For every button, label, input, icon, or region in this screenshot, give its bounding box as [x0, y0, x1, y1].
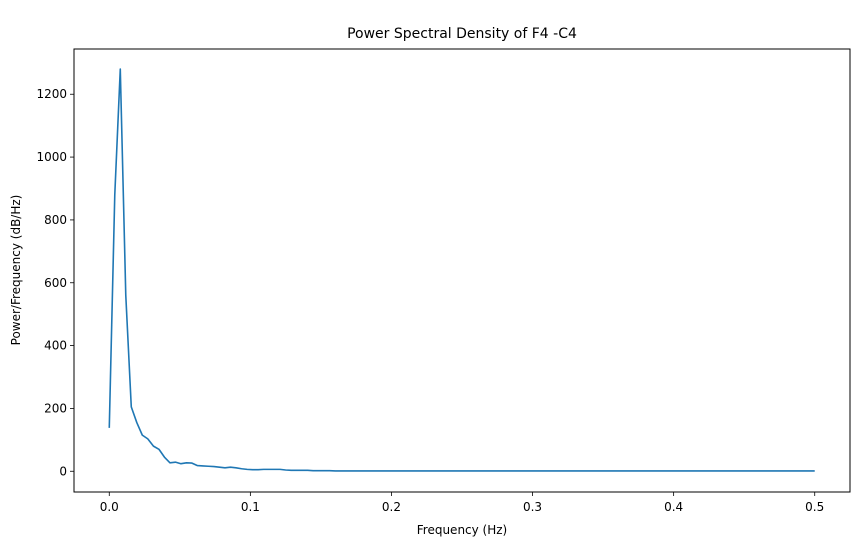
- y-tick-label: 800: [44, 213, 67, 227]
- plot-frame: [73, 48, 851, 493]
- psd-series-line: [108, 68, 815, 472]
- x-tick-label: 0.4: [664, 500, 683, 514]
- x-tick-label: 0.0: [100, 500, 119, 514]
- x-axis-ticks: 0.0 0.1 0.2 0.3 0.4 0.5: [100, 492, 824, 514]
- x-axis-label: Frequency (Hz): [417, 523, 508, 537]
- y-tick-label: 1200: [36, 87, 67, 101]
- x-tick-label: 0.3: [523, 500, 542, 514]
- y-tick-label: 600: [44, 276, 67, 290]
- y-tick-label: 200: [44, 401, 67, 415]
- x-tick-label: 0.2: [382, 500, 401, 514]
- plot-lines: [108, 68, 815, 472]
- x-tick-label: 0.5: [805, 500, 824, 514]
- y-tick-label: 400: [44, 339, 67, 353]
- y-tick-label: 0: [59, 464, 67, 478]
- chart-title: Power Spectral Density of F4 -C4: [347, 26, 577, 42]
- y-axis-ticks: 0 200 400 600 800 1000 1200: [36, 87, 74, 478]
- y-tick-label: 1000: [36, 150, 67, 164]
- x-tick-label: 0.1: [241, 500, 260, 514]
- y-axis-label: Power/Frequency (dB/Hz): [9, 195, 23, 346]
